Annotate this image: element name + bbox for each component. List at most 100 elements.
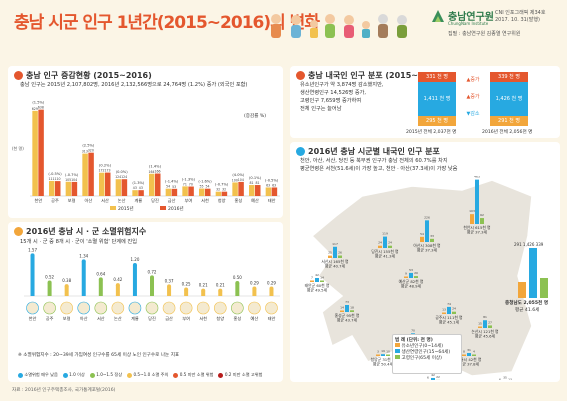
chart3-city-age: 평균 49.5세	[307, 288, 328, 293]
chart3-city-label: 당진시 155천 명	[371, 249, 399, 254]
chart1-value-label: 54	[166, 185, 170, 189]
chart3-bar	[386, 354, 390, 356]
chart2-region-icon	[94, 301, 108, 315]
chart2-value-label: 0.64	[96, 271, 105, 276]
chart3-city-label: 논산시 121천 명	[471, 329, 499, 334]
chart2-bar	[184, 289, 189, 296]
chart1-value-label: 164	[148, 170, 154, 174]
chart2-region-icon	[111, 301, 125, 315]
chart-icon	[14, 71, 23, 80]
chart3-city-age: 평균 41.3세	[375, 254, 396, 259]
chart3-bar	[404, 276, 408, 278]
chart1-bar	[55, 181, 61, 196]
chart1-bar	[49, 180, 55, 196]
chart2-tick-label: 보령	[63, 315, 71, 321]
chart1-pct-label: (-1.4%)	[165, 180, 179, 184]
chart1-value-label: 104	[71, 178, 77, 182]
chart3-value-label: 54	[420, 232, 424, 236]
chart2-tick-label: 금산	[165, 315, 173, 321]
total-bar-youth	[518, 282, 526, 298]
map-legend-youth: 유소년인구(0~14세)	[395, 343, 459, 349]
chart1-bar	[238, 181, 244, 196]
section1-bullet: 충남 인구는 2015년 2,107,802명, 2016년 2,132,566…	[20, 82, 248, 88]
chart3-value-label: 4	[473, 350, 475, 354]
chart3-bar	[475, 179, 479, 224]
section2-bullet-1: 유소년인구가 약 3,874명 감소했지만,	[300, 82, 384, 88]
section2-bullet-2: 생산연령인구 14,526명 증가,	[300, 90, 367, 96]
chart1-pct-label: (-0.7%)	[215, 183, 229, 187]
chart1-legend-entry: 2015년	[118, 205, 134, 212]
chart3-city-label: 서산시 165천 명	[321, 259, 349, 264]
chart3-bar	[350, 310, 354, 312]
chart3-bar	[420, 236, 424, 242]
chart3-bar	[452, 311, 456, 314]
chart2-region-icon	[145, 301, 159, 315]
stack-2015-elderly: 295 천 명	[418, 116, 456, 126]
chart2-region-icon	[128, 301, 142, 315]
chart1-bar	[155, 173, 161, 196]
location-icon	[296, 147, 305, 156]
chart3-value-label: 117	[332, 242, 338, 246]
section2-title: 충남 내국인 인구 분포 (2015~2016)	[296, 70, 444, 81]
chart2-point	[98, 277, 103, 282]
chart3-bar	[483, 320, 487, 328]
section3-note: ※ 소멸위험지수 : 20~39세 가임여성 인구수를 65세 이상 노인 인구…	[18, 353, 180, 358]
stack-2016: 339 천 명 1,426 천 명 291 천 명	[490, 72, 528, 126]
chart2-region-icon	[60, 301, 73, 315]
chart2-tick-label: 홍성	[233, 315, 241, 321]
chart2-bar	[218, 290, 223, 296]
chart1-bar	[115, 179, 122, 196]
chart1-legend-swatch	[160, 206, 166, 210]
chart2-value-label: 0.42	[113, 277, 122, 282]
chart1-value-label: 81	[249, 181, 253, 185]
chart3-city-label: 태안군 60천 명	[305, 283, 330, 288]
chart1-value-label: 638	[38, 106, 44, 110]
section2-bullet-4: 전체 인구는 늘어남	[300, 106, 342, 112]
risk-legend-item: 0.5 미만 소멸 위험	[173, 372, 213, 378]
chart2-region-icon	[248, 301, 261, 315]
chart3-city-age: 평균 48.9세	[401, 284, 422, 289]
chart1-bar	[165, 188, 172, 196]
chart1-tick-label: 아산	[84, 197, 92, 204]
chart1-value-label: 63	[272, 183, 276, 187]
chart1-value-label: 54	[205, 185, 209, 189]
chart2-value-label: 0.50	[233, 275, 242, 280]
total-bars-svg	[518, 248, 548, 298]
chart3-bar	[320, 280, 324, 282]
chart2-tick-label: 논산	[114, 315, 122, 321]
chart3-value-label: 42	[315, 273, 319, 277]
chart1-value-label: 32	[222, 188, 226, 192]
chart2-region-icon	[43, 301, 56, 315]
chart3-value-label: 3	[377, 350, 379, 354]
chart3-bar	[472, 354, 476, 356]
chart2-value-label: 0.37	[165, 278, 174, 283]
chart2-point	[115, 283, 120, 288]
chart3-value-label: 463	[474, 176, 480, 179]
chart1-value-label: 124	[121, 175, 127, 179]
chart3-city-label: 아산시 308천 명	[413, 243, 441, 248]
chart1-tick-label: 홍성	[234, 197, 242, 203]
chart3-bar	[447, 306, 451, 314]
caption-2015: 2015년 전체 2,037천 명	[406, 130, 457, 135]
logo-icon	[432, 10, 444, 22]
chart3-city-age: 평균 37.3세	[417, 248, 438, 253]
map-legend: 범 례 (단위: 천 명) 유소년인구(0~14세) 생산연령인구(15~64세…	[392, 334, 462, 374]
chart3-bar	[338, 255, 342, 258]
section1-unit: (증감률 %)	[244, 114, 267, 119]
chart1-tick-label: 서천	[201, 197, 209, 204]
chart2-tick-label: 서천	[199, 315, 207, 322]
chart3-bar	[467, 353, 471, 356]
chart3-value-label: 42	[431, 373, 435, 377]
chart3-city-age: 평균 45.6세	[475, 334, 496, 339]
chart1-bar	[271, 187, 278, 196]
chart1-pct-label: (0.1%)	[249, 176, 262, 180]
chart3-value-label: 53	[409, 268, 413, 272]
chart3-value-label: 15	[478, 322, 482, 326]
chart1-value-label: 63	[266, 183, 270, 187]
chart1-bar	[138, 190, 144, 196]
chart3-bar	[376, 354, 380, 356]
chart3-value-label: 22	[436, 375, 440, 379]
chart2-value-label: 0.29	[250, 280, 259, 285]
chart2-value-label: 0.52	[45, 275, 54, 280]
chart3-value-label: 103	[469, 209, 475, 213]
